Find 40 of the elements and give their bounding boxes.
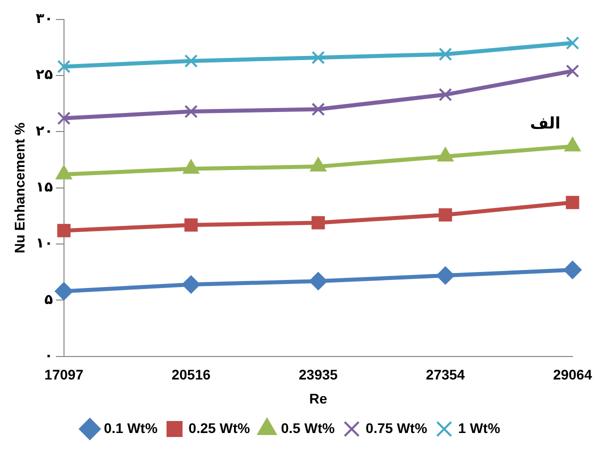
point: [54, 282, 73, 300]
x-tick-label: 20516: [172, 366, 211, 383]
y-tick-label: ۱۰: [36, 236, 53, 252]
point: [436, 266, 454, 285]
point: [184, 104, 198, 118]
point: [312, 102, 325, 116]
point: [438, 208, 452, 222]
point: [566, 196, 580, 210]
x-tick-label: 23935: [298, 366, 338, 383]
point: [438, 88, 452, 102]
point: [312, 50, 325, 64]
point: [184, 54, 198, 68]
y-tick-label: ۳۰: [36, 11, 53, 28]
point: [438, 48, 452, 61]
annotation: الف: [530, 114, 561, 133]
y-tick-label: ۲۵: [36, 67, 54, 84]
x-tick-label: 29064: [553, 366, 592, 383]
x-tick-label: 17097: [44, 366, 84, 383]
point: [182, 276, 200, 294]
x-axis-title: Re: [309, 390, 328, 406]
point: [309, 272, 328, 290]
y-tick-label: ۲۰: [36, 123, 53, 140]
point: [564, 260, 582, 279]
point: [566, 64, 580, 78]
legend-label: 1 Wt%: [458, 420, 501, 436]
legend-label: 0.25 Wt%: [188, 420, 251, 436]
point: [184, 218, 198, 232]
point: [312, 216, 325, 230]
point: [57, 112, 71, 125]
legend-label: 0.75 Wt%: [366, 420, 428, 436]
y-axis-title: Nu Enhancement %: [11, 122, 28, 254]
y-tick-label: ۰: [44, 348, 53, 364]
point: [57, 60, 71, 74]
x-tick-label: 27354: [426, 366, 466, 383]
legend-label: 0.5 Wt%: [281, 420, 336, 436]
point: [566, 36, 580, 50]
y-tick-label: ۵: [44, 292, 54, 308]
point: [57, 224, 71, 238]
legend-label: 0.1 Wt%: [104, 420, 158, 436]
y-tick-label: ۱۵: [36, 180, 54, 196]
